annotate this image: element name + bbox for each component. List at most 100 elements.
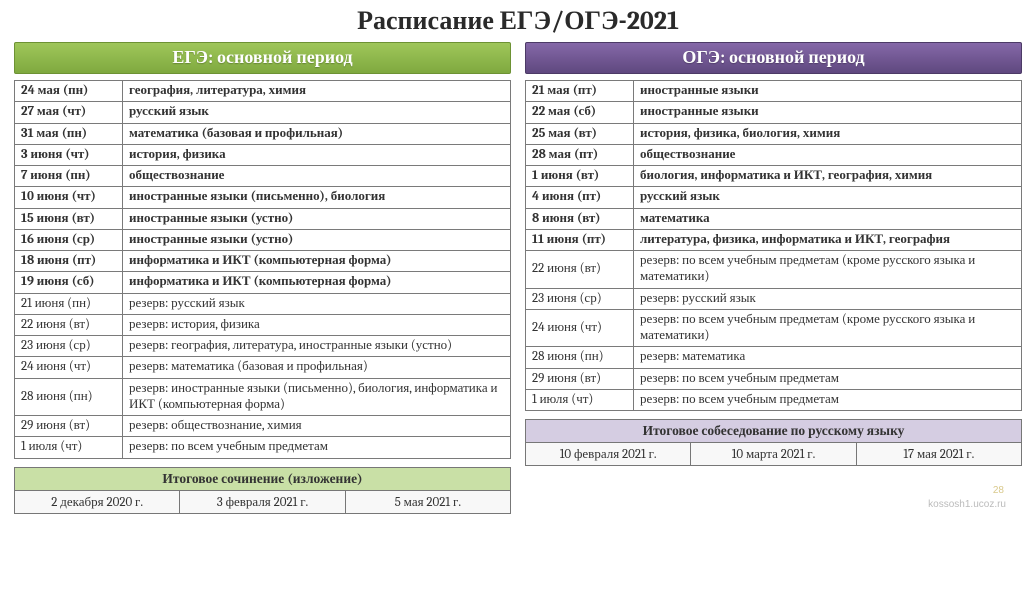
subject-cell: резерв: история, физика bbox=[123, 314, 511, 335]
subject-cell: иностранные языки (устно) bbox=[123, 229, 511, 250]
subject-cell: обществознание bbox=[634, 144, 1022, 165]
date-cell: 23 июня (ср) bbox=[15, 336, 123, 357]
watermark: kossosh1.ucoz.ru bbox=[928, 499, 1006, 510]
date-cell: 28 июня (пн) bbox=[526, 347, 634, 368]
table-row: 29 июня (вт)резерв: обществознание, хими… bbox=[15, 416, 511, 437]
footer-date-cell: 5 мая 2021 г. bbox=[346, 491, 511, 514]
table-row: 22 июня (вт)резерв: история, физика bbox=[15, 314, 511, 335]
table-row: 24 июня (чт)резерв: математика (базовая … bbox=[15, 357, 511, 378]
table-row: 4 июня (пт)русский язык bbox=[526, 187, 1022, 208]
subject-cell: история, физика bbox=[123, 144, 511, 165]
table-row: 21 мая (пт)иностранные языки bbox=[526, 81, 1022, 102]
ege-schedule-table: 24 мая (пн)география, литература, химия2… bbox=[14, 80, 511, 459]
table-row: 18 июня (пт)информатика и ИКТ (компьютер… bbox=[15, 251, 511, 272]
ege-footer-cells: 2 декабря 2020 г.3 февраля 2021 г.5 мая … bbox=[14, 491, 511, 514]
subject-cell: литература, физика, информатика и ИКТ, г… bbox=[634, 229, 1022, 250]
date-cell: 27 мая (чт) bbox=[15, 102, 123, 123]
subject-cell: резерв: география, литература, иностранн… bbox=[123, 336, 511, 357]
ege-header: ЕГЭ: основной период bbox=[14, 42, 511, 74]
subject-cell: резерв: обществознание, химия bbox=[123, 416, 511, 437]
subject-cell: резерв: по всем учебным предметам bbox=[123, 437, 511, 458]
subject-cell: биология, информатика и ИКТ, география, … bbox=[634, 166, 1022, 187]
subject-cell: русский язык bbox=[634, 187, 1022, 208]
table-row: 11 июня (пт)литература, физика, информат… bbox=[526, 229, 1022, 250]
table-row: 21 июня (пн)резерв: русский язык bbox=[15, 293, 511, 314]
subject-cell: информатика и ИКТ (компьютерная форма) bbox=[123, 251, 511, 272]
table-row: 22 июня (вт)резерв: по всем учебным пред… bbox=[526, 251, 1022, 289]
subject-cell: резерв: русский язык bbox=[123, 293, 511, 314]
table-row: 1 июня (вт)биология, информатика и ИКТ, … bbox=[526, 166, 1022, 187]
date-cell: 24 июня (чт) bbox=[15, 357, 123, 378]
oge-footer-cells: 10 февраля 2021 г.10 марта 2021 г.17 мая… bbox=[525, 443, 1022, 466]
subject-cell: резерв: по всем учебным предметам bbox=[634, 368, 1022, 389]
date-cell: 3 июня (чт) bbox=[15, 144, 123, 165]
table-row: 27 мая (чт)русский язык bbox=[15, 102, 511, 123]
table-row: 19 июня (сб)информатика и ИКТ (компьютер… bbox=[15, 272, 511, 293]
subject-cell: резерв: русский язык bbox=[634, 288, 1022, 309]
footer-date-cell: 10 марта 2021 г. bbox=[691, 443, 856, 466]
subject-cell: резерв: иностранные языки (письменно), б… bbox=[123, 378, 511, 416]
date-cell: 1 июля (чт) bbox=[526, 389, 634, 410]
columns: ЕГЭ: основной период 24 мая (пн)географи… bbox=[14, 42, 1022, 514]
date-cell: 31 мая (пн) bbox=[15, 123, 123, 144]
table-row: 1 июля (чт)резерв: по всем учебным предм… bbox=[526, 389, 1022, 410]
table-row: 23 июня (ср)резерв: география, литератур… bbox=[15, 336, 511, 357]
subject-cell: иностранные языки (письменно), биология bbox=[123, 187, 511, 208]
date-cell: 22 июня (вт) bbox=[526, 251, 634, 289]
table-row: 24 мая (пн)география, литература, химия bbox=[15, 81, 511, 102]
date-cell: 28 мая (пт) bbox=[526, 144, 634, 165]
date-cell: 24 мая (пн) bbox=[15, 81, 123, 102]
footer-date-cell: 2 декабря 2020 г. bbox=[14, 491, 180, 514]
date-cell: 23 июня (ср) bbox=[526, 288, 634, 309]
table-row: 8 июня (вт)математика bbox=[526, 208, 1022, 229]
date-cell: 18 июня (пт) bbox=[15, 251, 123, 272]
table-row: 1 июля (чт)резерв: по всем учебным предм… bbox=[15, 437, 511, 458]
date-cell: 29 июня (вт) bbox=[15, 416, 123, 437]
oge-footer: Итоговое собеседование по русскому языку… bbox=[525, 419, 1022, 466]
date-cell: 28 июня (пн) bbox=[15, 378, 123, 416]
date-cell: 11 июня (пт) bbox=[526, 229, 634, 250]
subject-cell: иностранные языки bbox=[634, 102, 1022, 123]
date-cell: 1 июля (чт) bbox=[15, 437, 123, 458]
date-cell: 29 июня (вт) bbox=[526, 368, 634, 389]
table-row: 16 июня (ср)иностранные языки (устно) bbox=[15, 229, 511, 250]
date-cell: 15 июня (вт) bbox=[15, 208, 123, 229]
table-row: 25 мая (вт)история, физика, биология, хи… bbox=[526, 123, 1022, 144]
oge-footer-title: Итоговое собеседование по русскому языку bbox=[525, 419, 1022, 443]
subject-cell: русский язык bbox=[123, 102, 511, 123]
subject-cell: резерв: по всем учебным предметам (кроме… bbox=[634, 309, 1022, 347]
oge-header: ОГЭ: основной период bbox=[525, 42, 1022, 74]
date-cell: 8 июня (вт) bbox=[526, 208, 634, 229]
date-cell: 19 июня (сб) bbox=[15, 272, 123, 293]
table-row: 28 мая (пт)обществознание bbox=[526, 144, 1022, 165]
table-row: 7 июня (пн)обществознание bbox=[15, 166, 511, 187]
table-row: 24 июня (чт)резерв: по всем учебным пред… bbox=[526, 309, 1022, 347]
footer-date-cell: 17 мая 2021 г. bbox=[857, 443, 1022, 466]
ege-footer: Итоговое сочинение (изложение) 2 декабря… bbox=[14, 467, 511, 514]
subject-cell: резерв: по всем учебным предметам (кроме… bbox=[634, 251, 1022, 289]
table-row: 15 июня (вт)иностранные языки (устно) bbox=[15, 208, 511, 229]
date-cell: 1 июня (вт) bbox=[526, 166, 634, 187]
date-cell: 10 июня (чт) bbox=[15, 187, 123, 208]
subject-cell: обществознание bbox=[123, 166, 511, 187]
table-row: 31 мая (пн)математика (базовая и профиль… bbox=[15, 123, 511, 144]
date-cell: 21 мая (пт) bbox=[526, 81, 634, 102]
subject-cell: история, физика, биология, химия bbox=[634, 123, 1022, 144]
ege-footer-title: Итоговое сочинение (изложение) bbox=[14, 467, 511, 491]
table-row: 3 июня (чт)история, физика bbox=[15, 144, 511, 165]
subject-cell: резерв: математика bbox=[634, 347, 1022, 368]
date-cell: 7 июня (пн) bbox=[15, 166, 123, 187]
subject-cell: информатика и ИКТ (компьютерная форма) bbox=[123, 272, 511, 293]
date-cell: 4 июня (пт) bbox=[526, 187, 634, 208]
subject-cell: резерв: по всем учебным предметам bbox=[634, 389, 1022, 410]
oge-schedule-table: 21 мая (пт)иностранные языки22 мая (сб)и… bbox=[525, 80, 1022, 411]
subject-cell: математика (базовая и профильная) bbox=[123, 123, 511, 144]
table-row: 22 мая (сб)иностранные языки bbox=[526, 102, 1022, 123]
date-cell: 25 мая (вт) bbox=[526, 123, 634, 144]
subject-cell: резерв: математика (базовая и профильная… bbox=[123, 357, 511, 378]
date-cell: 21 июня (пн) bbox=[15, 293, 123, 314]
table-row: 10 июня (чт)иностранные языки (письменно… bbox=[15, 187, 511, 208]
subject-cell: география, литература, химия bbox=[123, 81, 511, 102]
date-cell: 24 июня (чт) bbox=[526, 309, 634, 347]
subject-cell: иностранные языки bbox=[634, 81, 1022, 102]
